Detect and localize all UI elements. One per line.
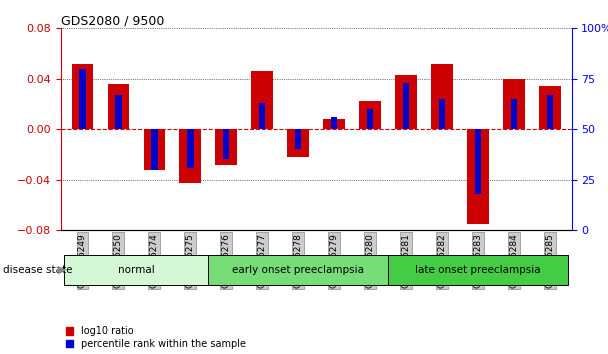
FancyBboxPatch shape [209, 255, 388, 285]
Bar [395, 75, 417, 129]
Bar [108, 84, 129, 129]
Text: disease state: disease state [3, 265, 72, 275]
FancyBboxPatch shape [388, 255, 568, 285]
Bar [359, 102, 381, 129]
Bar [547, 95, 553, 129]
Bar [475, 129, 482, 194]
Text: ▶: ▶ [58, 265, 67, 275]
Bar [403, 83, 409, 129]
Bar [72, 64, 93, 129]
Bar [511, 99, 517, 129]
Bar [467, 129, 489, 224]
Bar [143, 129, 165, 170]
Bar [431, 64, 453, 129]
Bar [259, 103, 266, 129]
Text: normal: normal [118, 265, 154, 275]
Bar [323, 119, 345, 129]
Bar [539, 86, 561, 129]
Bar [187, 129, 193, 167]
Bar [79, 69, 86, 129]
Bar [115, 95, 122, 129]
Bar [288, 129, 309, 157]
Text: GDS2080 / 9500: GDS2080 / 9500 [61, 14, 164, 27]
Legend: log10 ratio, percentile rank within the sample: log10 ratio, percentile rank within the … [66, 326, 246, 349]
Bar [439, 99, 445, 129]
Bar [223, 129, 229, 160]
Text: late onset preeclampsia: late onset preeclampsia [415, 265, 541, 275]
Bar [367, 109, 373, 129]
FancyBboxPatch shape [64, 255, 209, 285]
Bar [215, 129, 237, 165]
Bar [252, 71, 273, 129]
Bar [151, 129, 157, 170]
Bar [179, 129, 201, 183]
Text: early onset preeclampsia: early onset preeclampsia [232, 265, 364, 275]
Bar [295, 129, 302, 149]
Bar [503, 79, 525, 129]
Bar [331, 117, 337, 129]
